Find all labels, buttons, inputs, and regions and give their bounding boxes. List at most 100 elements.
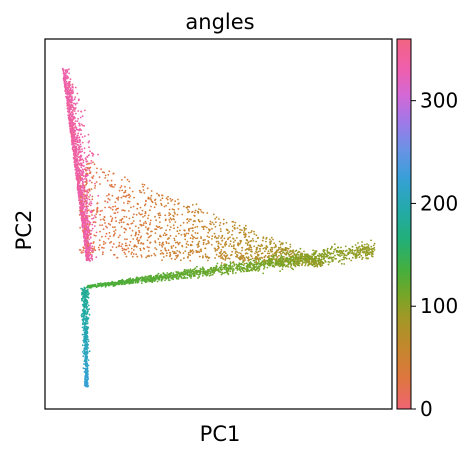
scatter-point <box>127 194 130 197</box>
scatter-point <box>305 257 307 260</box>
scatter-point <box>81 210 83 213</box>
scatter-point <box>87 317 90 320</box>
scatter-point <box>132 280 134 283</box>
scatter-point <box>358 245 361 248</box>
scatter-point <box>134 281 137 284</box>
scatter-point <box>83 197 86 200</box>
scatter-point <box>211 235 214 238</box>
scatter-point <box>125 255 128 258</box>
scatter-point <box>281 260 284 263</box>
scatter-point <box>262 262 265 265</box>
scatter-point <box>64 89 67 92</box>
scatter-point <box>188 206 191 208</box>
scatter-point <box>225 240 228 243</box>
scatter-point <box>367 257 370 260</box>
scatter-point <box>168 251 171 254</box>
scatter-point <box>140 254 143 256</box>
scatter-point <box>204 247 207 250</box>
scatter-point <box>215 221 217 224</box>
scatter-point <box>161 252 164 254</box>
scatter-point <box>239 231 242 234</box>
scatter-point <box>91 227 94 230</box>
scatter-point <box>222 258 225 260</box>
scatter-point <box>132 238 135 240</box>
scatter-point <box>241 229 243 232</box>
scatter-point <box>69 117 72 120</box>
scatter-point <box>165 218 167 221</box>
scatter-point <box>135 213 138 216</box>
scatter-point <box>371 250 374 252</box>
scatter-point <box>85 158 87 161</box>
scatter-point <box>324 260 326 262</box>
scatter-point <box>80 170 83 173</box>
scatter-point <box>340 250 343 252</box>
scatter-point <box>297 250 300 253</box>
scatter-point <box>95 181 98 183</box>
scatter-point <box>95 171 98 174</box>
scatter-point <box>67 90 70 93</box>
scatter-point <box>117 207 120 210</box>
scatter-point <box>77 162 79 165</box>
scatter-point <box>173 203 176 206</box>
scatter-point <box>81 298 83 301</box>
scatter-point <box>125 216 128 218</box>
scatter-point <box>295 262 298 265</box>
scatter-point <box>251 257 254 260</box>
scatter-point <box>117 199 119 201</box>
colorbar-frame <box>396 38 412 410</box>
scatter-point <box>127 247 130 250</box>
scatter-point <box>345 254 348 257</box>
scatter-point <box>189 259 192 262</box>
scatter-point <box>202 243 205 246</box>
scatter-point <box>101 209 103 212</box>
scatter-point <box>249 269 252 272</box>
scatter-point <box>250 255 253 258</box>
scatter-point <box>201 225 204 228</box>
scatter-point <box>86 383 88 385</box>
scatter-point <box>194 232 197 234</box>
scatter-point <box>87 225 90 228</box>
scatter-point <box>217 237 220 239</box>
scatter-point <box>87 327 89 329</box>
scatter-point <box>169 197 172 200</box>
scatter-point <box>155 277 158 280</box>
scatter-point <box>165 229 168 232</box>
scatter-point <box>260 264 263 267</box>
scatter-point <box>75 148 77 151</box>
scatter-point <box>344 245 347 248</box>
scatter-point <box>114 229 117 231</box>
scatter-point <box>84 340 86 343</box>
scatter-point <box>85 166 87 169</box>
scatter-point <box>73 136 76 139</box>
scatter-point <box>251 238 254 240</box>
scatter-point <box>193 214 196 217</box>
scatter-point <box>275 253 278 256</box>
scatter-point <box>89 150 91 153</box>
scatter-point <box>94 187 96 189</box>
scatter-point <box>73 131 76 133</box>
scatter-point <box>88 180 91 182</box>
scatter-point <box>170 218 173 221</box>
scatter-point <box>348 248 351 250</box>
scatter-point <box>175 276 177 279</box>
scatter-point <box>201 274 204 277</box>
scatter-point <box>198 245 200 248</box>
scatter-point <box>219 266 222 269</box>
scatter-point <box>147 228 149 230</box>
scatter-point <box>330 252 333 255</box>
scatter-point <box>79 157 82 160</box>
scatter-point <box>128 196 131 199</box>
scatter-point <box>214 218 217 220</box>
scatter-point <box>121 179 123 181</box>
scatter-point <box>137 239 140 242</box>
scatter-point <box>75 167 78 170</box>
scatter-point <box>250 250 252 253</box>
scatter-point <box>79 202 82 205</box>
scatter-point <box>70 131 73 134</box>
scatter-point <box>269 241 271 244</box>
scatter-point <box>84 224 87 226</box>
scatter-point <box>87 359 90 361</box>
scatter-point <box>91 176 93 179</box>
scatter-point <box>265 262 267 265</box>
scatter-point <box>321 252 323 255</box>
